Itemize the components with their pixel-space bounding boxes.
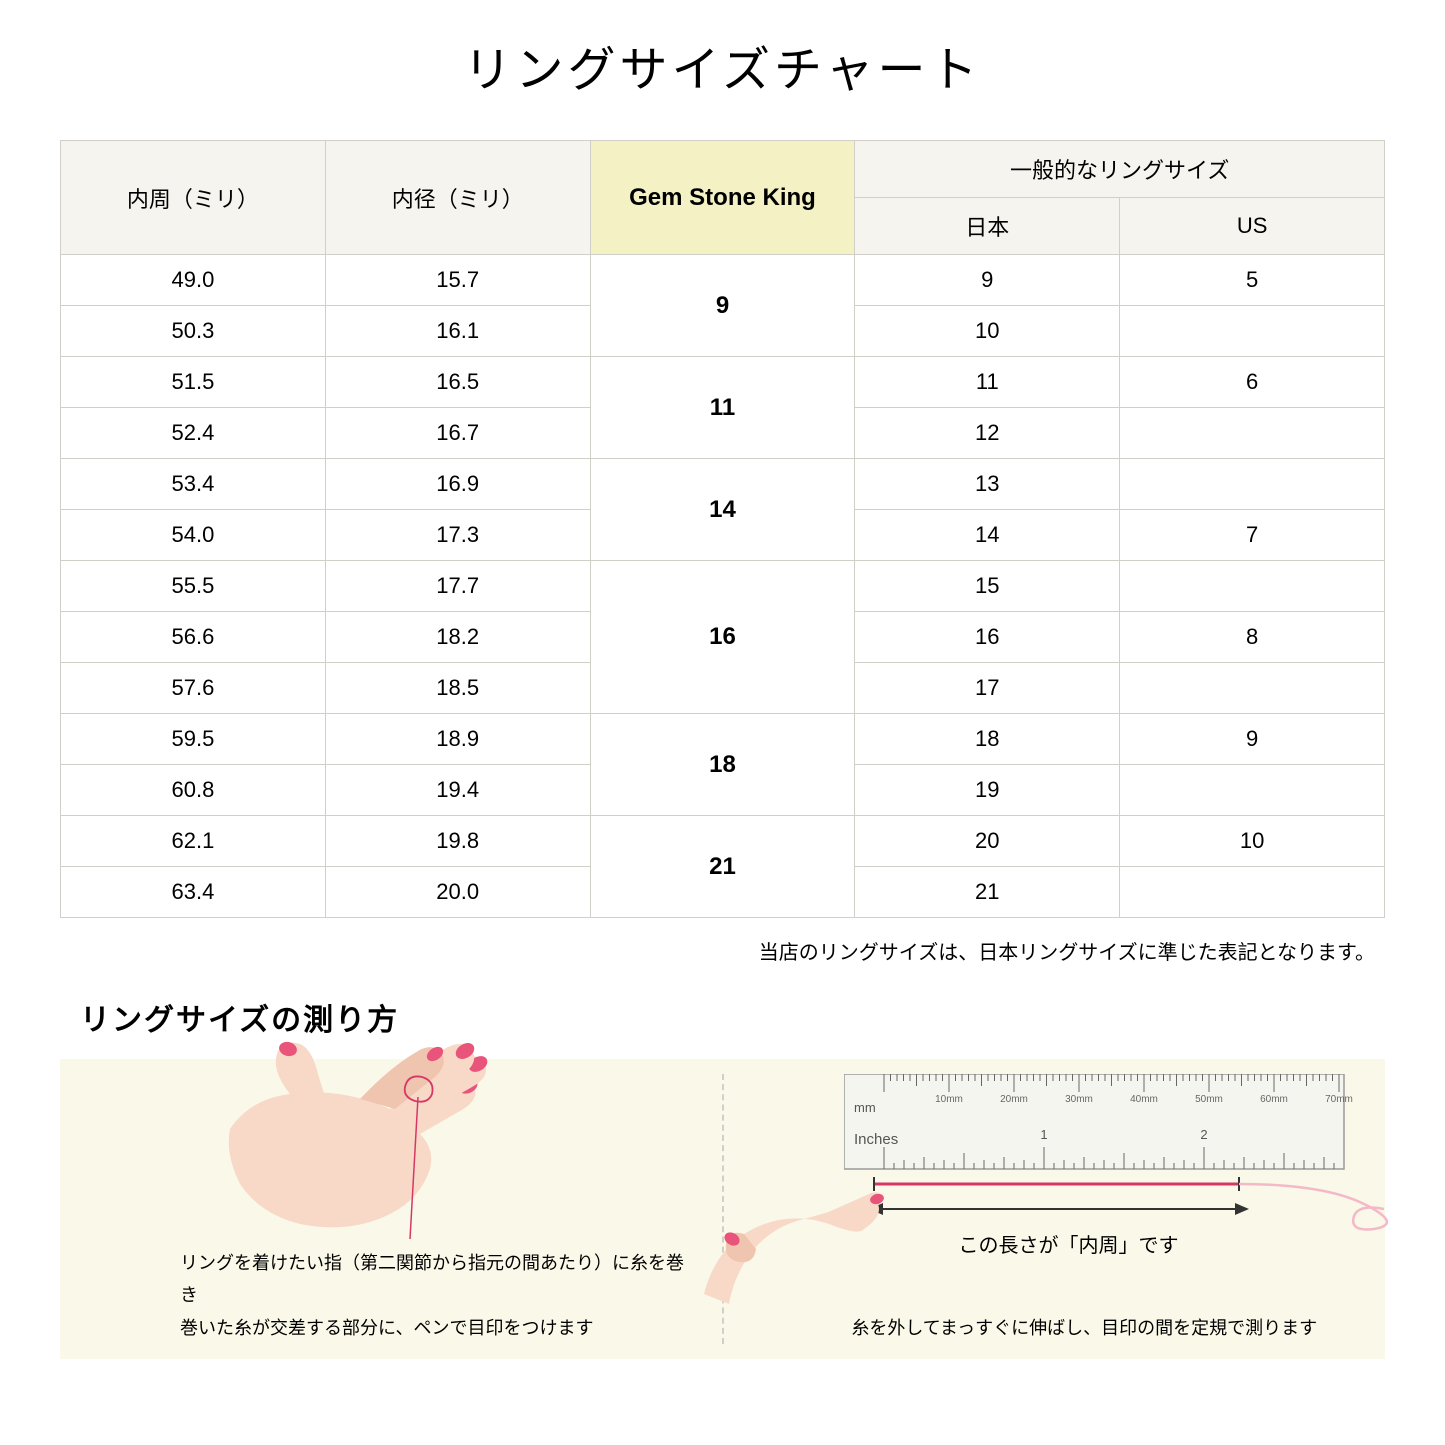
- cell-gsk: 14: [590, 459, 855, 561]
- cell-circumference: 51.5: [61, 357, 326, 408]
- cell-us: 8: [1120, 612, 1385, 663]
- header-japan: 日本: [855, 198, 1120, 255]
- cell-us: 7: [1120, 510, 1385, 561]
- svg-text:50mm: 50mm: [1195, 1094, 1223, 1105]
- cell-us: [1120, 459, 1385, 510]
- table-row: 49.015.7995: [61, 255, 1385, 306]
- cell-japan: 9: [855, 255, 1120, 306]
- cell-us: [1120, 306, 1385, 357]
- ruler-inches-label: Inches: [854, 1131, 898, 1148]
- cell-circumference: 53.4: [61, 459, 326, 510]
- svg-text:10mm: 10mm: [935, 1094, 963, 1105]
- cell-us: 6: [1120, 357, 1385, 408]
- cell-japan: 13: [855, 459, 1120, 510]
- cell-circumference: 60.8: [61, 765, 326, 816]
- cell-japan: 20: [855, 816, 1120, 867]
- cell-us: [1120, 867, 1385, 918]
- cell-circumference: 50.3: [61, 306, 326, 357]
- cell-diameter: 16.7: [325, 408, 590, 459]
- cell-diameter: 18.2: [325, 612, 590, 663]
- size-chart-table: 内周（ミリ） 内径（ミリ） Gem Stone King 一般的なリングサイズ …: [60, 140, 1385, 918]
- hand-pointing-illustration: [684, 1154, 884, 1324]
- howto-panel-left: リングを着けたい指（第二関節から指元の間あたり）に糸を巻き巻いた糸が交差する部分…: [60, 1059, 722, 1359]
- cell-us: [1120, 408, 1385, 459]
- svg-text:60mm: 60mm: [1260, 1094, 1288, 1105]
- header-us: US: [1120, 198, 1385, 255]
- table-body: 49.015.799550.316.11051.516.51111652.416…: [61, 255, 1385, 918]
- howto-section: リングを着けたい指（第二関節から指元の間あたり）に糸を巻き巻いた糸が交差する部分…: [60, 1059, 1385, 1359]
- table-row: 53.416.91413: [61, 459, 1385, 510]
- cell-gsk: 9: [590, 255, 855, 357]
- cell-circumference: 62.1: [61, 816, 326, 867]
- howto-panel-right: 10mm 20mm 30mm 40mm 50mm 60mm 70mm 1 2 mm Inche…: [724, 1059, 1386, 1359]
- table-note: 当店のリングサイズは、日本リングサイズに準じた表記となります。: [60, 936, 1385, 965]
- howto-title: リングサイズの測り方: [80, 995, 1385, 1039]
- cell-circumference: 54.0: [61, 510, 326, 561]
- cell-gsk: 21: [590, 816, 855, 918]
- hand-thread-illustration: [190, 1039, 530, 1269]
- cell-diameter: 17.3: [325, 510, 590, 561]
- svg-text:70mm: 70mm: [1325, 1094, 1353, 1105]
- svg-text:20mm: 20mm: [1000, 1094, 1028, 1105]
- cell-diameter: 17.7: [325, 561, 590, 612]
- table-row: 55.517.71615: [61, 561, 1385, 612]
- howto-left-caption: リングを着けたい指（第二関節から指元の間あたり）に糸を巻き巻いた糸が交差する部分…: [180, 1247, 702, 1344]
- svg-text:2: 2: [1200, 1127, 1207, 1142]
- cell-diameter: 20.0: [325, 867, 590, 918]
- cell-gsk: 16: [590, 561, 855, 714]
- cell-diameter: 18.9: [325, 714, 590, 765]
- cell-us: [1120, 663, 1385, 714]
- measure-arrow: [869, 1194, 1269, 1224]
- header-general: 一般的なリングサイズ: [855, 141, 1385, 198]
- cell-diameter: 16.9: [325, 459, 590, 510]
- cell-circumference: 56.6: [61, 612, 326, 663]
- cell-circumference: 55.5: [61, 561, 326, 612]
- cell-japan: 10: [855, 306, 1120, 357]
- cell-gsk: 18: [590, 714, 855, 816]
- cell-japan: 11: [855, 357, 1120, 408]
- cell-diameter: 19.4: [325, 765, 590, 816]
- cell-japan: 12: [855, 408, 1120, 459]
- cell-circumference: 57.6: [61, 663, 326, 714]
- table-row: 62.119.8212010: [61, 816, 1385, 867]
- cell-diameter: 19.8: [325, 816, 590, 867]
- cell-japan: 17: [855, 663, 1120, 714]
- cell-us: [1120, 765, 1385, 816]
- cell-japan: 21: [855, 867, 1120, 918]
- cell-japan: 14: [855, 510, 1120, 561]
- cell-japan: 18: [855, 714, 1120, 765]
- header-circumference: 内周（ミリ）: [61, 141, 326, 255]
- arrow-label: この長さが「内周」です: [959, 1229, 1179, 1258]
- svg-text:30mm: 30mm: [1065, 1094, 1093, 1105]
- svg-text:40mm: 40mm: [1130, 1094, 1158, 1105]
- cell-diameter: 18.5: [325, 663, 590, 714]
- cell-japan: 19: [855, 765, 1120, 816]
- cell-diameter: 16.1: [325, 306, 590, 357]
- ruler-mm-label: mm: [854, 1100, 876, 1115]
- cell-japan: 15: [855, 561, 1120, 612]
- howto-right-caption: 糸を外してまっすぐに伸ばし、目印の間を定規で測ります: [804, 1312, 1366, 1344]
- cell-diameter: 16.5: [325, 357, 590, 408]
- table-row: 51.516.511116: [61, 357, 1385, 408]
- cell-circumference: 63.4: [61, 867, 326, 918]
- cell-circumference: 59.5: [61, 714, 326, 765]
- header-gsk: Gem Stone King: [590, 141, 855, 255]
- table-row: 59.518.918189: [61, 714, 1385, 765]
- page-title: リングサイズチャート: [60, 30, 1385, 100]
- cell-gsk: 11: [590, 357, 855, 459]
- cell-diameter: 15.7: [325, 255, 590, 306]
- cell-us: 9: [1120, 714, 1385, 765]
- cell-japan: 16: [855, 612, 1120, 663]
- cell-us: 5: [1120, 255, 1385, 306]
- cell-circumference: 52.4: [61, 408, 326, 459]
- cell-us: 10: [1120, 816, 1385, 867]
- header-diameter: 内径（ミリ）: [325, 141, 590, 255]
- cell-circumference: 49.0: [61, 255, 326, 306]
- cell-us: [1120, 561, 1385, 612]
- svg-text:1: 1: [1040, 1127, 1047, 1142]
